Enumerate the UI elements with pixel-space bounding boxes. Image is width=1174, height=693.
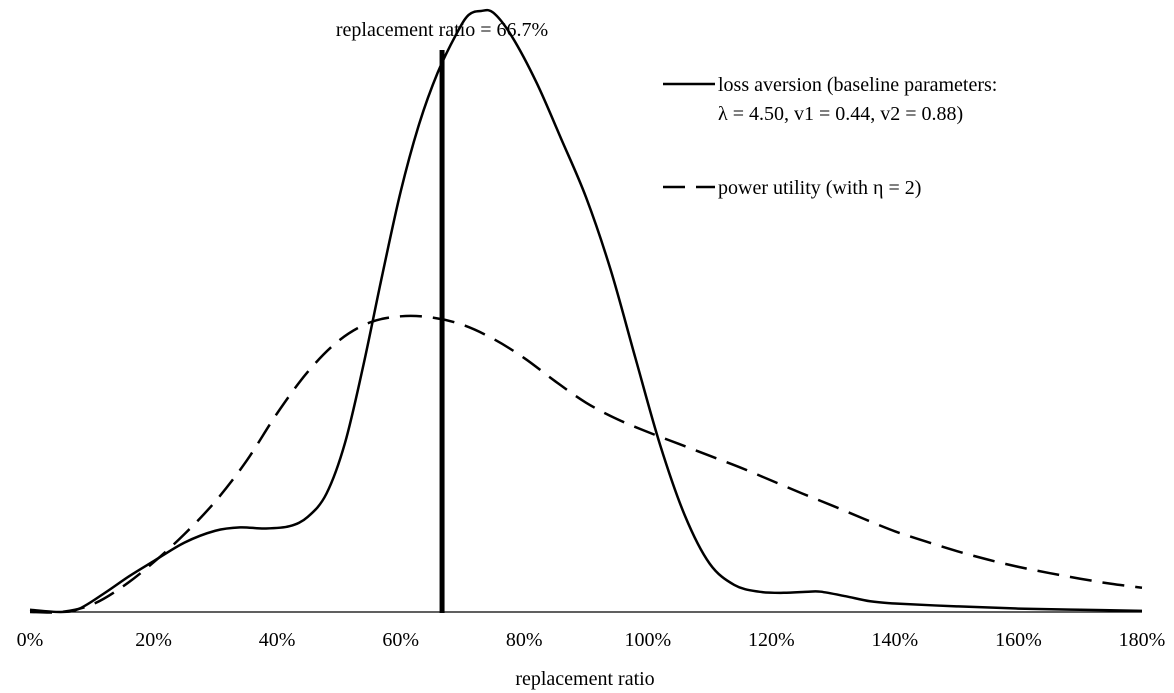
series-power-utility-line xyxy=(29,314,1143,614)
x-tick-label: 80% xyxy=(506,629,543,651)
vertical-line-label: replacement ratio = 66.7% xyxy=(336,19,548,41)
legend-label-loss-aversion-line2: λ = 4.50, v1 = 0.44, v2 = 0.88) xyxy=(718,103,963,125)
x-tick-label: 100% xyxy=(624,629,671,651)
x-axis-title: replacement ratio xyxy=(515,668,654,690)
x-tick-labels: 0% 20% 40% 60% 80% 100% 120% 140% 160% 180% xyxy=(17,629,1166,651)
x-tick-label: 140% xyxy=(872,629,919,651)
series-loss-aversion-line xyxy=(29,8,1143,614)
legend: loss aversion (baseline parameters: λ = … xyxy=(663,74,997,199)
x-tick-label: 180% xyxy=(1119,629,1166,651)
series-layer xyxy=(29,8,1143,614)
x-tick-label: 160% xyxy=(995,629,1042,651)
x-tick-label: 40% xyxy=(259,629,296,651)
legend-label-power-utility: power utility (with η = 2) xyxy=(718,177,921,199)
legend-label-loss-aversion: loss aversion (baseline parameters: xyxy=(718,74,997,96)
x-tick-label: 60% xyxy=(382,629,419,651)
x-tick-label: 20% xyxy=(135,629,172,651)
x-tick-label: 120% xyxy=(748,629,795,651)
x-tick-label: 0% xyxy=(17,629,44,651)
